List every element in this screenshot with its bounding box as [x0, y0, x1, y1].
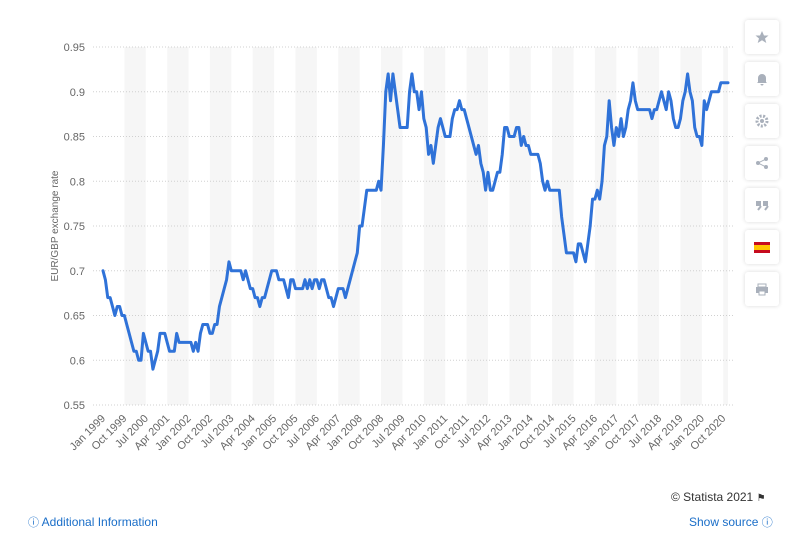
- quote-icon: [756, 201, 769, 211]
- print-icon: [756, 283, 768, 296]
- data-line: [101, 72, 730, 371]
- background-band: [381, 47, 403, 405]
- bell-icon: [757, 74, 767, 86]
- additional-info-text: Additional Information: [41, 515, 158, 529]
- print-button[interactable]: [745, 272, 779, 306]
- y-tick-label: 0.8: [70, 176, 85, 188]
- additional-info-link[interactable]: ⓘ Additional Information: [28, 514, 158, 530]
- favorite-button[interactable]: [745, 20, 779, 54]
- y-tick-label: 0.55: [64, 400, 85, 412]
- flag-icon: [754, 241, 770, 253]
- y-tick-label: 0.6: [70, 355, 85, 367]
- star-icon: [755, 31, 769, 43]
- y-tick-label: 0.7: [70, 266, 85, 278]
- show-source-link[interactable]: Show source ⓘ: [689, 514, 773, 530]
- notification-button[interactable]: [745, 62, 779, 96]
- info-icon: ⓘ: [761, 517, 773, 529]
- share-icon: [756, 157, 768, 169]
- y-tick-label: 0.85: [64, 132, 85, 144]
- y-axis-label: EUR/GBP exchange rate: [50, 170, 61, 281]
- flag-glyph: ⚑: [756, 493, 766, 504]
- y-tick-label: 0.9: [70, 87, 85, 99]
- chart: EUR/GBP exchange rate 0.55 0.6 0.65 0.7 0.75…: [50, 42, 733, 453]
- share-button[interactable]: [745, 146, 779, 180]
- settings-button[interactable]: [745, 104, 779, 138]
- background-band: [509, 47, 531, 405]
- y-tick-label: 0.75: [64, 221, 85, 233]
- language-button[interactable]: [745, 230, 779, 264]
- background-band: [723, 47, 728, 405]
- info-icon: ⓘ: [28, 517, 39, 529]
- background-band: [594, 47, 617, 405]
- cite-button[interactable]: [745, 188, 779, 222]
- y-tick-label: 0.65: [64, 311, 85, 323]
- copyright: © Statista 2021 ⚑: [671, 490, 766, 504]
- gear-icon: [755, 114, 769, 128]
- show-source-text: Show source: [689, 515, 759, 529]
- copyright-text: © Statista 2021: [671, 490, 754, 504]
- y-tick-label: 0.95: [64, 42, 85, 54]
